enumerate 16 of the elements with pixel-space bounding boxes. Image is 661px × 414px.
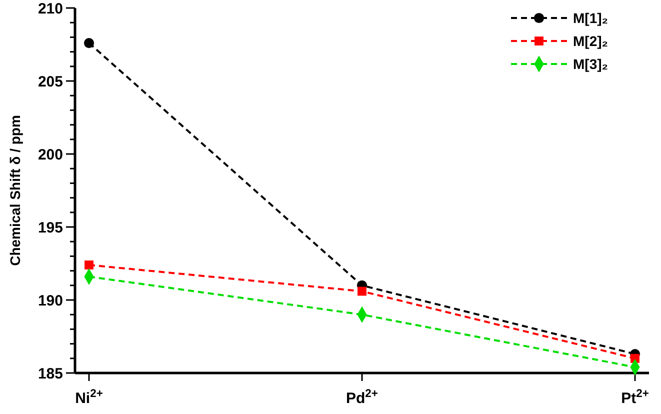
- legend-label: M[3]₂: [573, 56, 608, 72]
- y-tick-label: 200: [38, 146, 63, 164]
- y-tick-label: 195: [38, 219, 63, 236]
- y-tick-label: 205: [38, 73, 63, 90]
- point: [84, 38, 94, 48]
- y-tick-label: 185: [38, 365, 63, 382]
- legend-label: M[1]₂: [573, 10, 608, 26]
- point: [84, 260, 94, 270]
- legend-label: M[2]₂: [573, 32, 608, 49]
- y-tick-label: 190: [38, 292, 63, 310]
- y-tick-label: 210: [38, 0, 63, 18]
- point: [358, 286, 366, 296]
- x-tick-label: Pd$^{2+}$: [346, 388, 378, 407]
- y-axis-title: Chemical Shift δ / ppm: [7, 115, 23, 266]
- x-tick-label: Ni$^{2+}$: [75, 388, 104, 407]
- x-tick-label: Pt$^{2+}$: [621, 388, 650, 407]
